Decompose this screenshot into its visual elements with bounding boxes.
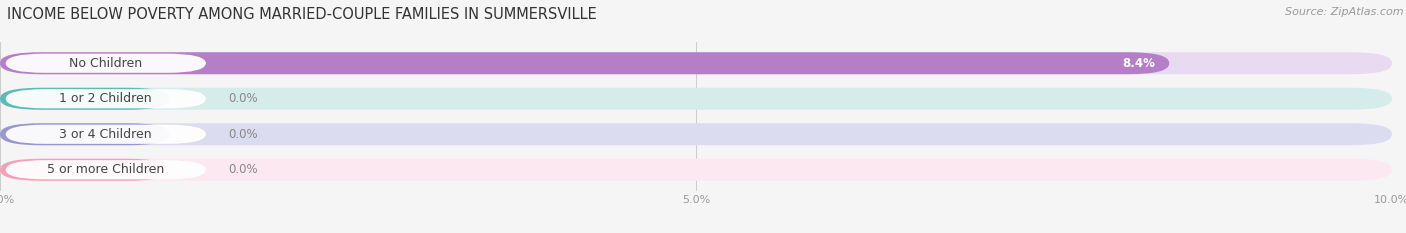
FancyBboxPatch shape	[0, 52, 1170, 74]
FancyBboxPatch shape	[6, 89, 207, 108]
FancyBboxPatch shape	[0, 123, 169, 145]
FancyBboxPatch shape	[0, 52, 1392, 74]
Text: INCOME BELOW POVERTY AMONG MARRIED-COUPLE FAMILIES IN SUMMERSVILLE: INCOME BELOW POVERTY AMONG MARRIED-COUPL…	[7, 7, 596, 22]
FancyBboxPatch shape	[6, 125, 207, 144]
FancyBboxPatch shape	[6, 54, 207, 73]
FancyBboxPatch shape	[6, 160, 207, 179]
Text: 8.4%: 8.4%	[1122, 57, 1156, 70]
Text: 5 or more Children: 5 or more Children	[48, 163, 165, 176]
FancyBboxPatch shape	[0, 123, 1392, 145]
Text: Source: ZipAtlas.com: Source: ZipAtlas.com	[1285, 7, 1403, 17]
FancyBboxPatch shape	[0, 88, 169, 110]
Text: No Children: No Children	[69, 57, 142, 70]
Text: 1 or 2 Children: 1 or 2 Children	[59, 92, 152, 105]
Text: 0.0%: 0.0%	[228, 92, 257, 105]
FancyBboxPatch shape	[0, 159, 169, 181]
Text: 3 or 4 Children: 3 or 4 Children	[59, 128, 152, 141]
FancyBboxPatch shape	[0, 159, 1392, 181]
FancyBboxPatch shape	[0, 88, 1392, 110]
Text: 0.0%: 0.0%	[228, 128, 257, 141]
Text: 0.0%: 0.0%	[228, 163, 257, 176]
